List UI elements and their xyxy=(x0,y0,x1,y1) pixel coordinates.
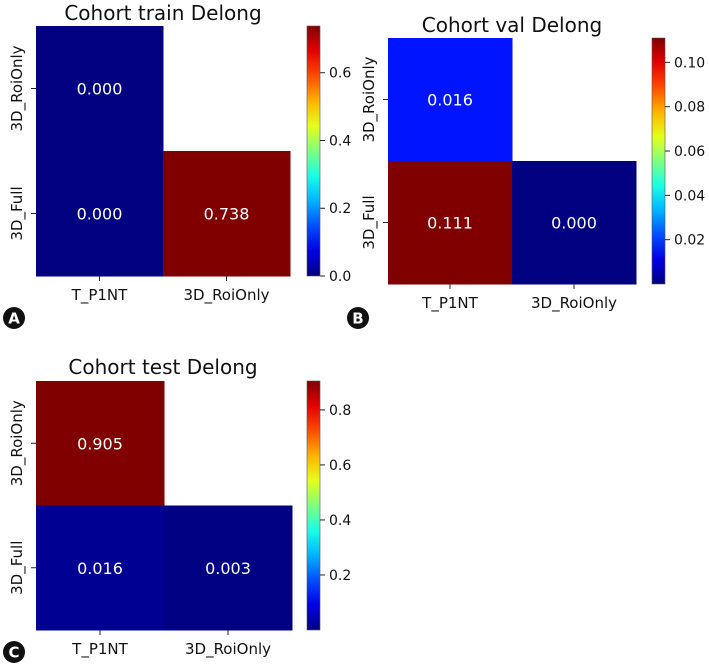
colorbar xyxy=(651,37,666,285)
colorbar-tick-label-2: 0.6 xyxy=(329,458,351,474)
colorbar-tick-label-2: 0.06 xyxy=(674,144,705,160)
colorbar-tick-label-0: 0.02 xyxy=(674,233,705,249)
colorbar-tick-label-3: 0.6 xyxy=(329,66,351,82)
cell-value-label: 0.111 xyxy=(427,214,473,233)
colorbar-tick-label-4: 0.10 xyxy=(674,55,705,71)
y-tick-label-1: 3D_Full xyxy=(8,186,27,240)
heatmap-cell-r1-c0 xyxy=(388,161,513,285)
colorbar-tick-label-3: 0.8 xyxy=(329,403,351,419)
x-tick-label-0: T_P1NT xyxy=(71,286,128,305)
panel-C: Cohort test Delong 0.905 0.016 0.003 T_P1NT 3… xyxy=(3,355,351,663)
panel-A: Cohort train Delong 0.000 0.000 0.738 T_P1NT… xyxy=(3,1,351,329)
heatmap-cell-r1-c1 xyxy=(164,505,293,631)
cell-value-label: 0.000 xyxy=(77,80,123,99)
panel-B: Cohort val Delong 0.016 0.111 0.000 T_P1NT 3D… xyxy=(347,13,705,329)
panel-letter: C xyxy=(8,644,19,662)
panel-letter: B xyxy=(352,310,363,328)
x-tick-label-0: T_P1NT xyxy=(421,294,478,313)
y-tick-label-0: 3D_RoiOnly xyxy=(360,56,379,142)
colorbar-tick-label-2: 0.4 xyxy=(329,133,351,149)
colorbar-tick-label-1: 0.4 xyxy=(329,513,351,529)
heatmap-cell-r1-c0 xyxy=(36,505,165,631)
y-tick-label-1: 3D_Full xyxy=(360,195,379,249)
panel-letter-badge xyxy=(347,307,369,329)
x-tick-label-1: 3D_RoiOnly xyxy=(185,640,271,659)
y-tick-label-1: 3D_Full xyxy=(8,541,27,595)
colorbar-tick-label-0: 0.0 xyxy=(329,269,351,285)
heatmap-cell-r0-c0 xyxy=(388,38,513,162)
cell-value-label: 0.016 xyxy=(427,91,473,110)
heatmap-cell-r1-c0 xyxy=(36,151,164,277)
cell-value-label: 0.000 xyxy=(551,214,597,233)
panel-letter: A xyxy=(8,310,20,328)
x-tick-label-1: 3D_RoiOnly xyxy=(183,286,269,305)
y-tick-label-0: 3D_RoiOnly xyxy=(8,400,27,486)
colorbar-tick-label-1: 0.2 xyxy=(329,201,351,217)
chart-title: Cohort train Delong xyxy=(64,1,261,25)
chart-title: Cohort test Delong xyxy=(68,355,257,379)
heatmap-cell-r0-c0 xyxy=(36,381,165,506)
y-tick-label-0: 3D_RoiOnly xyxy=(8,45,27,131)
panel-letter-badge xyxy=(3,307,25,329)
chart-title: Cohort val Delong xyxy=(422,13,602,37)
cell-value-label: 0.000 xyxy=(77,205,123,224)
cell-value-label: 0.905 xyxy=(77,434,123,453)
colorbar xyxy=(306,25,321,277)
colorbar-tick-label-0: 0.2 xyxy=(329,568,351,584)
colorbar-tick-label-3: 0.08 xyxy=(674,100,705,116)
cell-value-label: 0.016 xyxy=(77,559,123,578)
colorbar-tick-label-1: 0.04 xyxy=(674,188,705,204)
cell-value-label: 0.738 xyxy=(204,205,250,224)
heatmap-cell-r1-c1 xyxy=(512,161,637,285)
x-tick-label-0: T_P1NT xyxy=(71,640,128,659)
x-tick-label-1: 3D_RoiOnly xyxy=(531,294,617,313)
heatmap-cell-r0-c0 xyxy=(36,26,164,152)
heatmap-cell-r1-c1 xyxy=(163,151,291,277)
panel-letter-badge xyxy=(3,641,25,663)
cell-value-label: 0.003 xyxy=(205,559,251,578)
colorbar xyxy=(306,380,321,631)
